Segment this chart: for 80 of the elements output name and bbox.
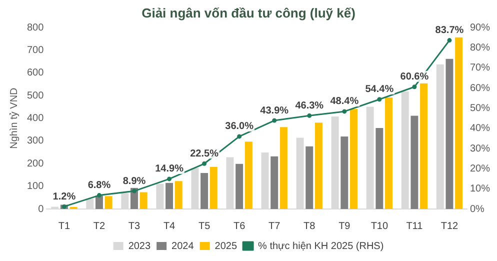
- data-label: 83.7%: [435, 25, 464, 36]
- data-label: 48.4%: [330, 96, 359, 108]
- y-tick-label: 200: [26, 158, 44, 170]
- data-label: 60.6%: [400, 72, 429, 83]
- data-label: 54.4%: [365, 84, 394, 96]
- bar: [140, 192, 148, 209]
- point: [202, 161, 207, 166]
- point: [447, 38, 452, 43]
- data-label: 36.0%: [225, 121, 254, 132]
- point: [307, 113, 312, 118]
- x-tick-label: T9: [338, 220, 351, 232]
- y-tick-label: 300: [26, 136, 44, 147]
- y2-tick-label: 90%: [470, 22, 490, 34]
- point: [412, 84, 417, 90]
- y-tick-label: 800: [26, 22, 44, 34]
- legend-label: 2024: [172, 240, 194, 252]
- data-label: 43.9%: [260, 105, 289, 116]
- y2-tick-label: 0%: [470, 204, 485, 215]
- bar: [210, 166, 218, 209]
- point: [342, 109, 347, 114]
- bar: [314, 122, 322, 209]
- x-tick-label: T12: [440, 220, 459, 232]
- y2-tick-label: 80%: [470, 42, 490, 54]
- x-tick-label: T7: [268, 220, 281, 232]
- bar: [446, 58, 454, 209]
- y2-tick-label: 30%: [470, 143, 490, 154]
- y-tick-label: 100: [26, 181, 44, 192]
- bar: [376, 128, 384, 209]
- y-tick-label: 500: [26, 90, 44, 102]
- y2-tick-label: 40%: [470, 123, 490, 134]
- bar: [306, 146, 314, 209]
- x-tick-label: T6: [233, 220, 246, 232]
- data-label: 14.9%: [155, 164, 184, 175]
- data-label: 1.2%: [52, 191, 76, 202]
- bar: [455, 37, 463, 209]
- x-tick-label: T3: [128, 220, 141, 232]
- y-tick-label: 0: [38, 204, 44, 215]
- bar: [166, 182, 174, 209]
- x-tick-label: T8: [304, 220, 316, 232]
- bar: [270, 156, 278, 209]
- bar: [410, 116, 418, 209]
- point: [272, 118, 277, 123]
- data-label: 6.8%: [88, 180, 111, 192]
- bar: [350, 109, 358, 209]
- data-label: 8.9%: [122, 176, 146, 187]
- point: [132, 188, 136, 194]
- bar: [385, 97, 392, 209]
- y2-tick-label: 70%: [470, 62, 490, 74]
- y2-tick-label: 50%: [470, 102, 490, 114]
- data-label: 46.3%: [295, 100, 324, 112]
- bar: [236, 164, 244, 209]
- point: [237, 134, 242, 139]
- legend-label: 2025: [214, 240, 238, 252]
- y-axis-title: Nghìn tỷ VND: [8, 88, 20, 149]
- bar: [280, 127, 288, 209]
- bar: [244, 142, 252, 209]
- chart-title: Giải ngân vốn đầu tư công (luỹ kế): [142, 5, 356, 20]
- bar: [104, 196, 112, 209]
- bar: [200, 172, 208, 209]
- y2-tick-label: 20%: [470, 163, 490, 174]
- point: [96, 193, 102, 198]
- data-label: 22.5%: [190, 148, 219, 160]
- legend-label: % thực hiện KH 2025 (RHS): [258, 240, 384, 252]
- y2-tick-label: 10%: [470, 184, 490, 195]
- x-tick-label: T2: [93, 220, 106, 232]
- bar: [95, 196, 103, 209]
- y-tick-label: 400: [26, 113, 44, 124]
- legend-label: 2023: [128, 240, 151, 252]
- x-tick-label: T11: [406, 220, 424, 232]
- bar: [174, 181, 182, 209]
- y-tick-label: 600: [26, 68, 44, 79]
- x-tick-label: T4: [163, 220, 176, 232]
- y-tick-label: 700: [26, 45, 44, 56]
- x-tick-label: T1: [58, 220, 70, 232]
- x-tick-label: T10: [370, 220, 388, 232]
- x-tick-label: T5: [198, 220, 211, 232]
- y2-tick-label: 60%: [470, 82, 490, 94]
- point: [377, 97, 382, 102]
- bar: [340, 136, 348, 209]
- point: [167, 176, 172, 182]
